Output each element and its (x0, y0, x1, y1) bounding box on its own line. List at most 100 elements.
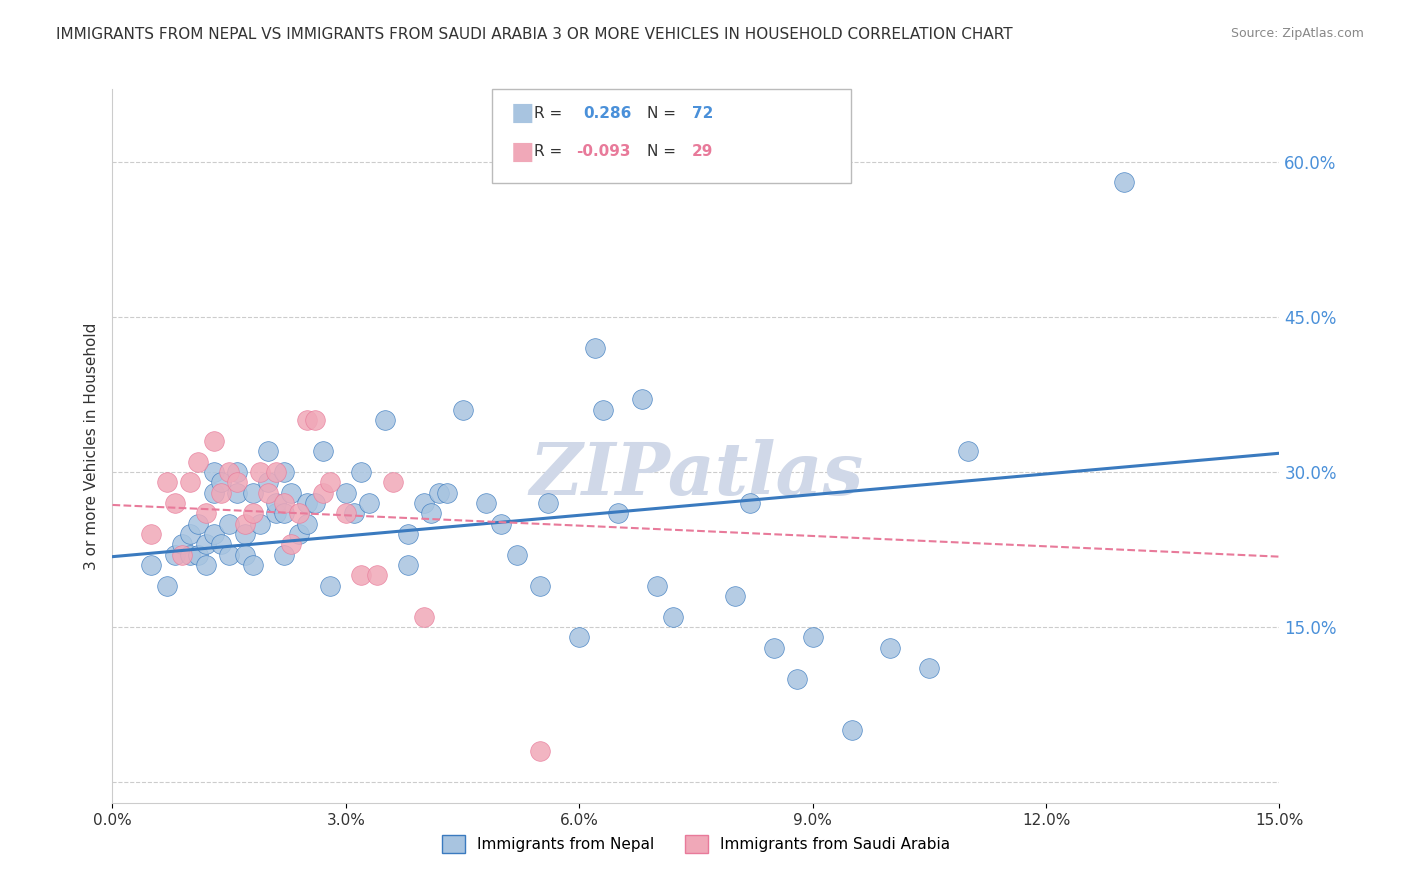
Text: 29: 29 (692, 145, 713, 159)
Point (366, 568, 388, 582)
Point (295, 516, 318, 531)
Text: -0.093: -0.093 (576, 145, 631, 159)
Point (242, 558, 264, 572)
Point (724, 589, 747, 603)
Point (350, 465, 373, 479)
Point (202, 527, 225, 541)
Point (396, 558, 419, 572)
Point (202, 434, 225, 448)
Point (187, 516, 209, 531)
Point (172, 537, 194, 551)
Point (529, 579, 551, 593)
Point (194, 537, 217, 551)
Text: 72: 72 (692, 106, 713, 120)
Point (1112, 175, 1135, 189)
Point (491, 516, 513, 531)
Point (630, 392, 652, 407)
Point (249, 516, 271, 531)
Text: 0.286: 0.286 (583, 106, 631, 120)
Point (451, 402, 474, 417)
Legend: Immigrants from Nepal, Immigrants from Saudi Arabia: Immigrants from Nepal, Immigrants from S… (436, 829, 956, 859)
Point (156, 579, 179, 593)
Point (311, 444, 333, 458)
Point (187, 454, 209, 468)
Point (163, 496, 186, 510)
Text: R =: R = (534, 145, 568, 159)
Point (762, 640, 785, 655)
Point (280, 485, 302, 500)
Point (295, 413, 318, 427)
Point (233, 516, 256, 531)
Point (607, 506, 630, 520)
Point (568, 630, 591, 644)
Text: Source: ZipAtlas.com: Source: ZipAtlas.com (1230, 27, 1364, 40)
Text: N =: N = (647, 106, 681, 120)
Point (374, 413, 396, 427)
Point (273, 548, 295, 562)
Point (249, 465, 271, 479)
Point (273, 506, 295, 520)
Point (537, 496, 560, 510)
Point (957, 444, 980, 458)
Point (740, 496, 762, 510)
Point (396, 527, 419, 541)
Point (202, 465, 225, 479)
Point (645, 579, 668, 593)
Point (801, 630, 824, 644)
Point (218, 548, 240, 562)
Point (427, 485, 450, 500)
Point (163, 548, 186, 562)
Point (319, 579, 342, 593)
Text: ZIPatlas: ZIPatlas (529, 439, 863, 510)
Point (257, 485, 280, 500)
Point (179, 548, 201, 562)
Text: R =: R = (534, 106, 568, 120)
Point (179, 527, 201, 541)
Text: N =: N = (647, 145, 681, 159)
Point (257, 444, 280, 458)
Point (218, 516, 240, 531)
Point (412, 496, 434, 510)
Y-axis label: 3 or more Vehicles in Household: 3 or more Vehicles in Household (83, 322, 98, 570)
Point (841, 723, 863, 738)
Point (194, 558, 217, 572)
Point (295, 496, 318, 510)
Point (304, 496, 326, 510)
Point (141, 558, 163, 572)
Point (179, 475, 201, 490)
Point (226, 475, 249, 490)
Point (661, 609, 683, 624)
Point (475, 496, 498, 510)
Point (242, 506, 264, 520)
Point (264, 465, 287, 479)
Text: ■: ■ (510, 102, 534, 125)
Point (359, 496, 381, 510)
Point (257, 475, 280, 490)
Point (592, 402, 614, 417)
Point (311, 485, 333, 500)
Point (879, 640, 901, 655)
Point (436, 485, 458, 500)
Point (335, 485, 357, 500)
Point (141, 527, 163, 541)
Point (381, 475, 404, 490)
Point (506, 548, 529, 562)
Point (288, 506, 311, 520)
Point (233, 527, 256, 541)
Point (172, 548, 194, 562)
Point (583, 341, 606, 355)
Point (218, 465, 240, 479)
Point (226, 485, 249, 500)
Point (264, 496, 287, 510)
Point (412, 609, 434, 624)
Point (226, 465, 249, 479)
Point (242, 485, 264, 500)
Point (918, 661, 941, 675)
Point (786, 672, 808, 686)
Point (194, 506, 217, 520)
Point (209, 485, 232, 500)
Point (273, 465, 295, 479)
Point (288, 527, 311, 541)
Point (209, 475, 232, 490)
Point (343, 506, 366, 520)
